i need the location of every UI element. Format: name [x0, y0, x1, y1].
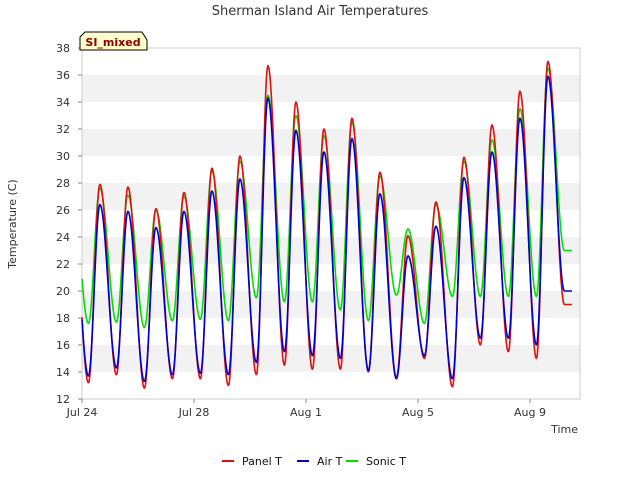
legend-label: Sonic T	[366, 455, 406, 468]
y-axis-title: Temperature (C)	[6, 179, 19, 269]
y-tick-label: 12	[56, 393, 70, 406]
x-tick-label: Aug 9	[514, 406, 546, 419]
badge-shape	[79, 31, 148, 51]
y-tick-label: 18	[56, 312, 70, 325]
y-tick-label: 30	[56, 150, 70, 163]
grid-band	[82, 75, 580, 102]
y-tick-label: 16	[56, 339, 70, 352]
x-tick-label: Aug 1	[290, 406, 322, 419]
x-tick-label: Aug 5	[402, 406, 434, 419]
site-badge: SI_mixed	[79, 31, 148, 51]
y-tick-label: 20	[56, 285, 70, 298]
series-line-air-t	[81, 75, 573, 383]
x-tick-label: Jul 28	[178, 406, 210, 419]
legend-label: Air T	[317, 455, 343, 468]
y-tick-label: 32	[56, 123, 70, 136]
y-tick-label: 34	[56, 96, 70, 109]
badge-label: SI_mixed	[85, 36, 140, 49]
chart-title: Sherman Island Air Temperatures	[212, 4, 429, 19]
series-lines	[81, 60, 573, 389]
grid-band	[82, 345, 580, 372]
legend-label: Panel T	[242, 455, 282, 468]
legend: Panel T Air T Sonic T	[222, 455, 406, 468]
y-tick-label: 38	[56, 42, 70, 55]
plot-area-border	[81, 47, 581, 400]
y-tick-label: 24	[56, 231, 70, 244]
y-tick-label: 28	[56, 177, 70, 190]
y-tick-label: 36	[56, 69, 70, 82]
x-axis: Jul 24 Jul 28 Aug 1 Aug 5 Aug 9	[66, 399, 546, 419]
x-tick-label: Jul 24	[66, 406, 98, 419]
y-tick-label: 26	[56, 204, 70, 217]
grid-band	[82, 129, 580, 156]
y-tick-label: 22	[56, 258, 70, 271]
x-axis-title: Time	[550, 423, 578, 436]
y-tick-label: 14	[56, 366, 70, 379]
y-axis: 12 14 16 18 20 22 24 26 28 30 32 34 36 38	[56, 42, 82, 406]
